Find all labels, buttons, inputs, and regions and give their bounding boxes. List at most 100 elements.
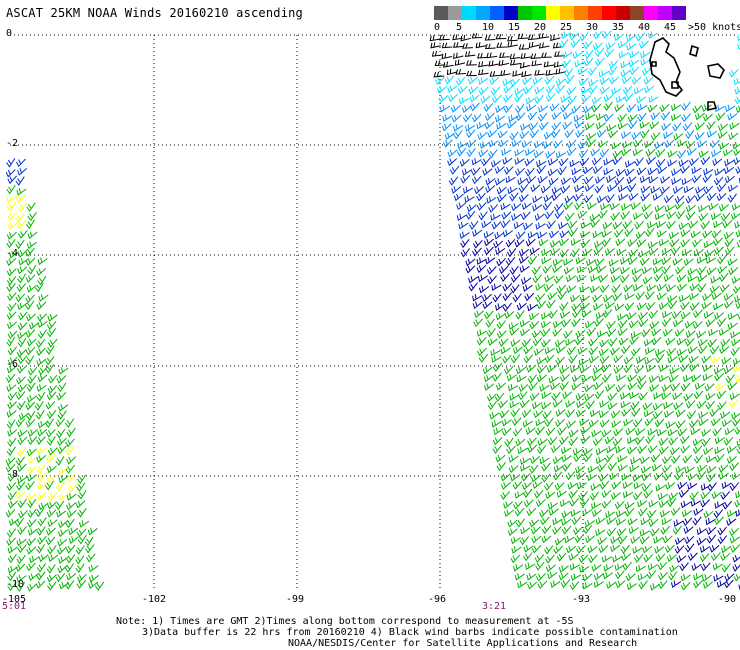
wind-barb xyxy=(670,454,681,465)
wind-barb xyxy=(582,508,593,517)
wind-barb xyxy=(609,202,620,211)
wind-barb xyxy=(561,510,572,519)
wind-barb xyxy=(678,222,689,231)
wind-barb xyxy=(559,301,569,312)
legend-swatch xyxy=(602,6,616,20)
wind-barb xyxy=(588,419,599,428)
wind-barb xyxy=(65,446,75,456)
wind-speed-legend: 0 5 10 15 20 25 30 35 40 45 >50 knots xyxy=(422,4,740,34)
wind-barb xyxy=(696,256,707,265)
wind-barb xyxy=(476,257,487,265)
wind-barb xyxy=(728,132,739,141)
wind-barb xyxy=(444,132,455,141)
wind-barb xyxy=(699,553,710,562)
wind-barb xyxy=(593,580,604,588)
wind-barb xyxy=(549,103,560,112)
wind-barb xyxy=(592,366,603,375)
wind-barb xyxy=(570,238,581,247)
wind-barb xyxy=(650,453,661,463)
wind-barb xyxy=(555,78,566,87)
wind-barb xyxy=(633,87,645,95)
wind-barb xyxy=(536,445,547,455)
wind-barb xyxy=(648,310,659,320)
wind-barb xyxy=(715,112,726,122)
wind-barb xyxy=(716,580,728,588)
wind-barb xyxy=(7,546,18,554)
wind-barb xyxy=(591,502,602,510)
wind-barb xyxy=(547,158,559,166)
wind-barb xyxy=(730,347,740,357)
wind-barb xyxy=(444,75,455,85)
wind-barb xyxy=(514,87,525,96)
wind-barb xyxy=(537,438,548,447)
wind-barb xyxy=(6,337,16,347)
legend-swatch xyxy=(462,6,476,20)
wind-barb xyxy=(671,310,682,320)
wind-barb xyxy=(643,210,654,220)
wind-barb xyxy=(512,427,523,437)
lon-label: -93 xyxy=(572,594,591,605)
wind-barb xyxy=(547,292,558,301)
wind-barb xyxy=(17,544,27,554)
wind-barb xyxy=(16,463,27,472)
wind-barb xyxy=(658,500,669,509)
wind-barb xyxy=(544,75,554,85)
wind-barb xyxy=(6,239,16,249)
wind-barb xyxy=(571,318,581,328)
wind-barb xyxy=(645,301,656,311)
wind-barb xyxy=(584,49,594,60)
wind-barb xyxy=(606,175,617,184)
wind-barb xyxy=(515,167,525,177)
wind-barb xyxy=(34,401,44,411)
wind-barb xyxy=(630,536,641,545)
wind-barb xyxy=(552,328,562,337)
lon-label: -102 xyxy=(142,594,167,605)
wind-barb xyxy=(703,241,714,249)
wind-barb xyxy=(671,103,682,112)
wind-barb xyxy=(518,256,529,264)
wind-barb xyxy=(491,94,502,104)
wind-barb xyxy=(667,355,678,364)
wind-barb xyxy=(465,258,476,267)
wind-barb xyxy=(508,455,519,463)
wind-barb xyxy=(75,500,86,509)
wind-barb xyxy=(540,185,551,194)
wind-barb xyxy=(554,537,565,546)
wind-barb xyxy=(482,366,493,375)
wind-barb xyxy=(535,561,545,571)
wind-barb xyxy=(636,167,647,176)
wind-barb xyxy=(536,300,547,310)
wind-barb xyxy=(576,545,586,554)
wind-barb xyxy=(25,247,35,257)
wind-barb xyxy=(599,86,610,95)
wind-barb xyxy=(17,476,28,484)
wind-barb xyxy=(640,185,651,194)
wind-barb xyxy=(571,175,582,184)
lat-label: -8 xyxy=(6,469,19,480)
wind-barb xyxy=(472,301,483,310)
wind-barb xyxy=(37,320,48,329)
wind-barb xyxy=(511,203,522,212)
wind-barb xyxy=(601,373,612,383)
wind-barb xyxy=(496,320,506,330)
wind-barb xyxy=(515,366,527,375)
wind-barb xyxy=(527,374,538,384)
wind-barb xyxy=(720,338,731,348)
wind-barb xyxy=(707,338,717,348)
wind-barb xyxy=(622,220,633,230)
wind-barb xyxy=(572,448,584,456)
wind-barb xyxy=(609,266,620,275)
wind-barb xyxy=(537,231,548,240)
wind-barb xyxy=(26,474,38,482)
wind-barb xyxy=(735,229,740,238)
wind-barb xyxy=(538,238,549,247)
wind-barb xyxy=(729,392,740,401)
wind-barb xyxy=(638,391,648,401)
wind-barb xyxy=(667,159,678,167)
lon-label: -96 xyxy=(428,594,447,605)
wind-barb xyxy=(38,554,49,563)
wind-barb xyxy=(503,501,514,509)
wind-barb xyxy=(686,148,697,156)
wind-barb xyxy=(676,274,687,283)
wind-barb xyxy=(723,231,734,240)
